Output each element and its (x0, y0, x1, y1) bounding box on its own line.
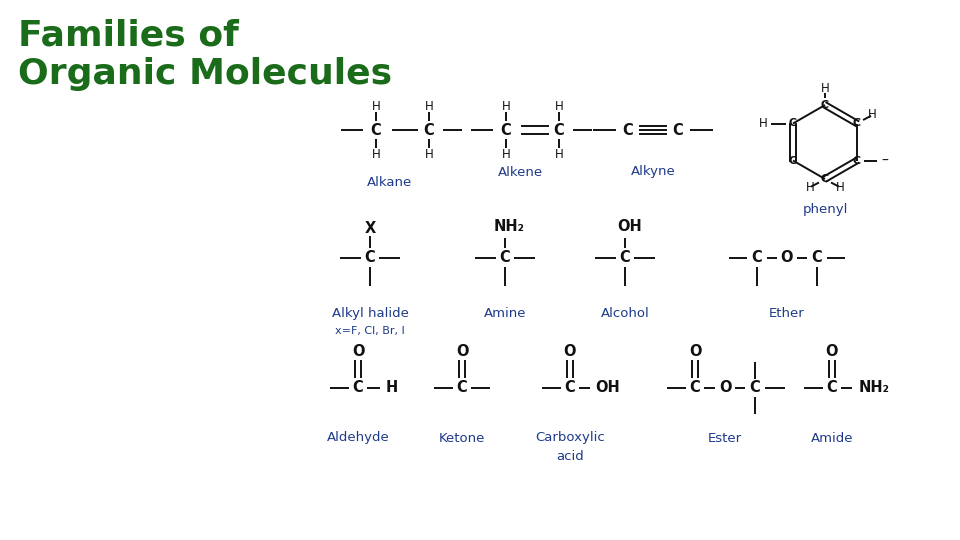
Text: Alkane: Alkane (368, 176, 413, 188)
Text: C: C (827, 381, 837, 395)
Text: H: H (821, 82, 829, 94)
Text: Ester: Ester (708, 431, 742, 444)
Text: H: H (424, 147, 433, 160)
Text: C: C (365, 251, 375, 266)
Text: H: H (372, 99, 380, 112)
Text: acid: acid (556, 449, 584, 462)
Text: H: H (372, 147, 380, 160)
Text: Amide: Amide (811, 431, 853, 444)
Text: O: O (688, 345, 701, 360)
Text: C: C (457, 381, 468, 395)
Text: H: H (835, 181, 844, 194)
Text: X: X (365, 220, 375, 235)
Text: H: H (555, 147, 564, 160)
Text: Amine: Amine (484, 307, 526, 320)
Text: x=F, Cl, Br, I: x=F, Cl, Br, I (335, 326, 405, 336)
Text: NH₂: NH₂ (493, 219, 524, 233)
Text: C: C (789, 156, 797, 165)
Text: Aldehyde: Aldehyde (326, 431, 390, 444)
Text: C: C (371, 123, 381, 138)
Text: O: O (456, 345, 468, 360)
Text: O: O (564, 345, 576, 360)
Text: H: H (502, 99, 511, 112)
Text: Ketone: Ketone (439, 431, 485, 444)
Text: phenyl: phenyl (803, 204, 848, 217)
Text: C: C (821, 100, 829, 110)
Text: –: – (881, 153, 889, 167)
Text: C: C (811, 251, 823, 266)
Text: Families of
Organic Molecules: Families of Organic Molecules (18, 18, 392, 91)
Text: H: H (868, 109, 876, 122)
Text: C: C (619, 251, 631, 266)
Text: OH: OH (595, 381, 620, 395)
Text: C: C (352, 381, 364, 395)
Text: C: C (750, 381, 760, 395)
Text: O: O (351, 345, 364, 360)
Text: Alkyne: Alkyne (631, 165, 676, 179)
Text: C: C (821, 174, 829, 184)
Text: C: C (789, 118, 797, 129)
Text: C: C (564, 381, 575, 395)
Text: Carboxylic: Carboxylic (535, 431, 605, 444)
Text: O: O (780, 251, 793, 266)
Text: Alkyl halide: Alkyl halide (331, 307, 408, 320)
Text: O: O (826, 345, 838, 360)
Text: Ether: Ether (769, 307, 804, 320)
Text: C: C (853, 156, 861, 165)
Text: C: C (499, 251, 511, 266)
Text: C: C (853, 118, 861, 129)
Text: C: C (554, 123, 564, 138)
Text: NH₂: NH₂ (858, 381, 890, 395)
Text: H: H (502, 147, 511, 160)
Text: H: H (805, 181, 815, 194)
Text: OH: OH (617, 219, 642, 233)
Text: C: C (500, 123, 512, 138)
Text: Alcohol: Alcohol (601, 307, 649, 320)
Text: H: H (555, 99, 564, 112)
Text: C: C (689, 381, 701, 395)
Text: H: H (424, 99, 433, 112)
Text: C: C (423, 123, 434, 138)
Text: C: C (752, 251, 762, 266)
Text: Alkene: Alkene (497, 165, 542, 179)
Text: C: C (673, 123, 684, 138)
Text: O: O (719, 381, 732, 395)
Text: C: C (623, 123, 634, 138)
Text: H: H (758, 117, 767, 130)
Text: H: H (386, 381, 398, 395)
